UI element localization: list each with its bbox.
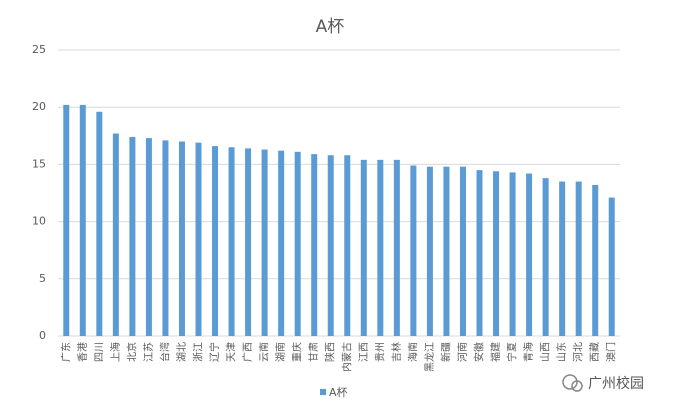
- bar: [509, 172, 516, 336]
- bar: [294, 151, 301, 336]
- x-tick-label: 湖北: [176, 342, 188, 362]
- bar: [459, 166, 466, 336]
- x-tick-label: 贵州: [373, 342, 386, 362]
- watermark-icon: [571, 380, 583, 392]
- bar: [195, 142, 202, 336]
- bar: [228, 147, 235, 336]
- bar: [393, 159, 400, 336]
- bar: [542, 178, 549, 336]
- y-tick-label: 25: [32, 43, 46, 56]
- x-tick-label: 内蒙古: [340, 342, 353, 372]
- x-tick-label: 山西: [540, 342, 552, 362]
- y-tick-label: 20: [32, 100, 46, 113]
- bar: [129, 136, 136, 336]
- x-tick-label: 重庆: [291, 342, 304, 362]
- x-tick-label: 江西: [358, 342, 370, 362]
- y-tick-label: 15: [32, 157, 46, 170]
- chart-title: A杯: [316, 17, 345, 37]
- bar: [360, 159, 367, 336]
- bar: [344, 155, 351, 336]
- bar: [96, 111, 103, 336]
- x-tick-label: 安徽: [473, 342, 486, 362]
- bar: [575, 181, 582, 336]
- y-tick-label: 10: [32, 215, 46, 228]
- x-tick-label: 上海: [109, 342, 122, 362]
- x-tick-label: 天津: [226, 342, 238, 362]
- bar: [261, 149, 268, 336]
- x-tick-label: 新疆: [439, 342, 452, 362]
- x-tick-label: 云南: [258, 342, 271, 362]
- x-tick-label: 北京: [125, 342, 138, 362]
- y-tick-label: 0: [39, 329, 46, 342]
- x-tick-label: 福建: [489, 342, 502, 362]
- x-tick-label: 四川: [94, 342, 105, 362]
- x-tick-label: 海南: [406, 342, 419, 362]
- x-tick-label: 辽宁: [208, 342, 221, 362]
- x-tick-label: 河北: [573, 342, 585, 362]
- bar: [145, 138, 152, 336]
- legend-swatch: [320, 389, 326, 395]
- x-tick-label: 甘肃: [307, 342, 320, 362]
- x-tick-label: 西藏: [589, 342, 601, 362]
- bar: [410, 165, 417, 336]
- watermark: 广州校园: [562, 374, 644, 392]
- x-tick-label: 山东: [555, 342, 568, 362]
- x-tick-label: 浙江: [193, 342, 205, 362]
- watermark-text: 广州校园: [588, 375, 644, 392]
- y-tick-label: 5: [39, 272, 46, 285]
- bar: [526, 173, 533, 336]
- x-tick-label: 宁夏: [506, 342, 519, 362]
- bar: [278, 150, 285, 336]
- bar: [608, 197, 615, 336]
- x-tick-label: 澳门: [605, 342, 618, 362]
- x-tick-label: 青海: [522, 342, 535, 362]
- x-tick-label: 河南: [456, 342, 469, 362]
- bar: [212, 146, 219, 336]
- bar: [327, 155, 334, 336]
- x-tick-label: 香港: [77, 342, 89, 362]
- bar: [426, 166, 433, 336]
- bar: [162, 140, 169, 336]
- bar: [559, 181, 566, 336]
- x-tick-label: 黑龙江: [423, 342, 436, 372]
- x-tick-label: 江苏: [142, 342, 155, 362]
- x-tick-label: 吉林: [390, 342, 403, 362]
- bar: [311, 154, 318, 336]
- x-tick-label: 广东: [59, 342, 72, 362]
- x-tick-label: 陕西: [324, 342, 337, 362]
- bar: [377, 159, 384, 336]
- bar: [245, 148, 252, 336]
- bar: [112, 133, 119, 336]
- bar: [178, 141, 185, 336]
- bar: [63, 104, 70, 336]
- x-tick-label: 广西: [242, 342, 254, 362]
- x-tick-label: 湖南: [274, 342, 287, 362]
- legend-label: A杯: [329, 385, 348, 399]
- bar: [79, 104, 86, 336]
- bar: [592, 184, 599, 336]
- bar: [493, 171, 500, 336]
- bar: [476, 170, 483, 336]
- watermark-icon: [562, 374, 578, 390]
- bar: [443, 166, 450, 336]
- x-tick-label: 台湾: [158, 342, 171, 362]
